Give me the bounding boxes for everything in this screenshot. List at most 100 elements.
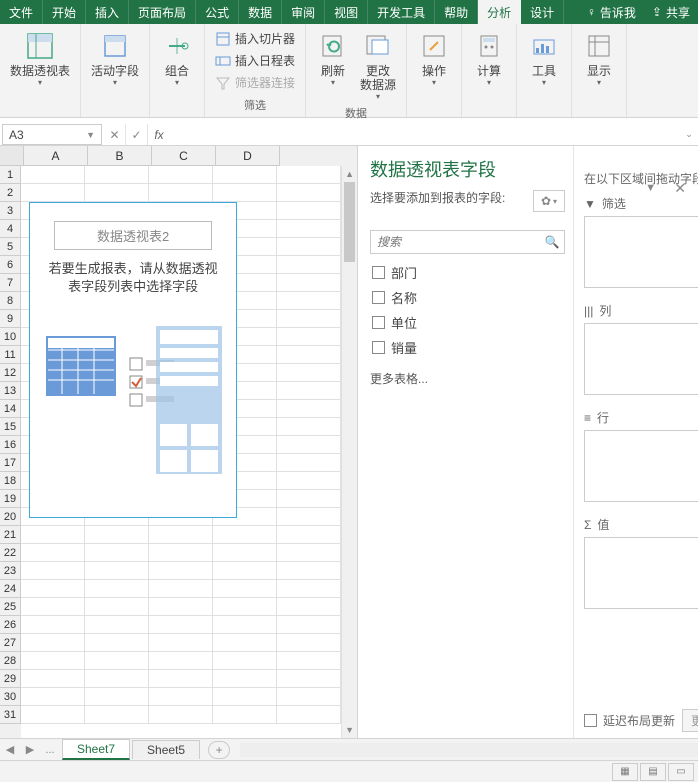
- row-header[interactable]: 10: [0, 328, 21, 346]
- checkbox-icon[interactable]: [372, 266, 385, 279]
- row-header[interactable]: 13: [0, 382, 21, 400]
- row-header[interactable]: 21: [0, 526, 21, 544]
- scroll-up-icon[interactable]: ▲: [342, 166, 357, 182]
- expand-formula-bar-icon[interactable]: ⌄: [680, 124, 698, 145]
- row-header[interactable]: 28: [0, 652, 21, 670]
- view-page-button[interactable]: ▤: [640, 763, 666, 781]
- vertical-scrollbar[interactable]: ▲ ▼: [341, 166, 357, 738]
- name-box-dropdown-icon[interactable]: ▼: [86, 130, 95, 140]
- search-icon[interactable]: 🔍: [540, 231, 564, 253]
- row-header[interactable]: 29: [0, 670, 21, 688]
- calc-button[interactable]: 计算 ▾: [468, 28, 510, 89]
- tell-me[interactable]: ♀ 告诉我: [579, 4, 644, 21]
- field-search-input[interactable]: [371, 231, 540, 253]
- row-header[interactable]: 20: [0, 508, 21, 526]
- row-header[interactable]: 26: [0, 616, 21, 634]
- row-header[interactable]: 11: [0, 346, 21, 364]
- cells[interactable]: 数据透视表2 若要生成报表，请从数据透视 表字段列表中选择字段: [21, 166, 341, 738]
- insert-slicer-button[interactable]: 插入切片器: [211, 28, 299, 49]
- checkbox-icon[interactable]: [372, 341, 385, 354]
- tab-data[interactable]: 数据: [239, 0, 282, 24]
- defer-checkbox[interactable]: [584, 714, 597, 727]
- row-header[interactable]: 19: [0, 490, 21, 508]
- col-header[interactable]: B: [88, 146, 152, 166]
- field-item[interactable]: 部门: [370, 260, 565, 285]
- row-header[interactable]: 1: [0, 166, 21, 184]
- tab-help[interactable]: 帮助: [435, 0, 478, 24]
- add-sheet-button[interactable]: +: [208, 741, 230, 759]
- row-header[interactable]: 24: [0, 580, 21, 598]
- row-header[interactable]: 2: [0, 184, 21, 202]
- view-normal-button[interactable]: ▦: [612, 763, 638, 781]
- pivot-table-button[interactable]: 数据透视表 ▾: [6, 28, 74, 89]
- insert-timeline-button[interactable]: 插入日程表: [211, 50, 299, 71]
- row-header[interactable]: 17: [0, 454, 21, 472]
- horizontal-scrollbar[interactable]: [240, 743, 698, 757]
- pivot-placeholder[interactable]: 数据透视表2 若要生成报表，请从数据透视 表字段列表中选择字段: [29, 202, 237, 518]
- tab-nav-more[interactable]: ...: [40, 744, 60, 756]
- accept-formula-button[interactable]: ✓: [126, 124, 148, 145]
- refresh-button[interactable]: 刷新 ▾: [312, 28, 354, 89]
- checkbox-icon[interactable]: [372, 291, 385, 304]
- row-header[interactable]: 18: [0, 472, 21, 490]
- row-header[interactable]: 4: [0, 220, 21, 238]
- col-header[interactable]: A: [24, 146, 88, 166]
- actions-button[interactable]: 操作 ▾: [413, 28, 455, 89]
- sheet-tab[interactable]: Sheet5: [132, 740, 200, 759]
- row-header[interactable]: 7: [0, 274, 21, 292]
- filter-drop-box[interactable]: [584, 216, 698, 288]
- select-all-corner[interactable]: [0, 146, 24, 166]
- field-item[interactable]: 单位: [370, 310, 565, 335]
- group-button[interactable]: 组合 ▾: [156, 28, 198, 89]
- columns-drop-box[interactable]: [584, 323, 698, 395]
- filter-drop-zone[interactable]: ▼筛选: [584, 195, 698, 288]
- rows-drop-zone[interactable]: ≡行: [584, 409, 698, 502]
- row-header[interactable]: 22: [0, 544, 21, 562]
- row-header[interactable]: 5: [0, 238, 21, 256]
- values-drop-zone[interactable]: Σ值: [584, 516, 698, 609]
- row-header[interactable]: 15: [0, 418, 21, 436]
- row-header[interactable]: 8: [0, 292, 21, 310]
- pane-options-icon[interactable]: ▼: [645, 182, 656, 194]
- tab-nav-next[interactable]: ▶: [20, 743, 40, 756]
- row-header[interactable]: 16: [0, 436, 21, 454]
- fx-icon[interactable]: fx: [148, 124, 170, 145]
- columns-drop-zone[interactable]: |||列: [584, 302, 698, 395]
- tab-design[interactable]: 设计: [521, 0, 564, 24]
- tab-view[interactable]: 视图: [325, 0, 368, 24]
- view-break-button[interactable]: ▭: [668, 763, 694, 781]
- tab-dev[interactable]: 开发工具: [368, 0, 435, 24]
- col-header[interactable]: D: [216, 146, 280, 166]
- tools-button[interactable]: 工具 ▾: [523, 28, 565, 89]
- rows-drop-box[interactable]: [584, 430, 698, 502]
- row-header[interactable]: 23: [0, 562, 21, 580]
- tab-insert[interactable]: 插入: [86, 0, 129, 24]
- row-header[interactable]: 30: [0, 688, 21, 706]
- field-item[interactable]: 名称: [370, 285, 565, 310]
- values-drop-box[interactable]: [584, 537, 698, 609]
- field-item[interactable]: 销量: [370, 335, 565, 360]
- tab-formulas[interactable]: 公式: [196, 0, 239, 24]
- field-pane-settings-button[interactable]: ✿▾: [533, 190, 565, 212]
- row-header[interactable]: 25: [0, 598, 21, 616]
- row-header[interactable]: 12: [0, 364, 21, 382]
- active-field-button[interactable]: 活动字段 ▾: [87, 28, 143, 89]
- name-box[interactable]: A3 ▼: [2, 124, 102, 145]
- close-pane-icon[interactable]: ✕: [674, 180, 686, 197]
- row-header[interactable]: 27: [0, 634, 21, 652]
- sheet-tab-active[interactable]: Sheet7: [62, 739, 130, 760]
- scroll-down-icon[interactable]: ▼: [342, 722, 357, 738]
- tab-nav-prev[interactable]: ◀: [0, 743, 20, 756]
- checkbox-icon[interactable]: [372, 316, 385, 329]
- more-tables-link[interactable]: 更多表格...: [370, 370, 565, 387]
- formula-input[interactable]: [170, 124, 680, 145]
- field-search[interactable]: 🔍: [370, 230, 565, 254]
- row-header[interactable]: 6: [0, 256, 21, 274]
- show-button[interactable]: 显示 ▾: [578, 28, 620, 89]
- tab-home[interactable]: 开始: [43, 0, 86, 24]
- cancel-formula-button[interactable]: ✕: [104, 124, 126, 145]
- scroll-thumb[interactable]: [344, 182, 355, 262]
- tab-layout[interactable]: 页面布局: [129, 0, 196, 24]
- change-source-button[interactable]: 更改 数据源 ▾: [356, 28, 400, 103]
- row-header[interactable]: 3: [0, 202, 21, 220]
